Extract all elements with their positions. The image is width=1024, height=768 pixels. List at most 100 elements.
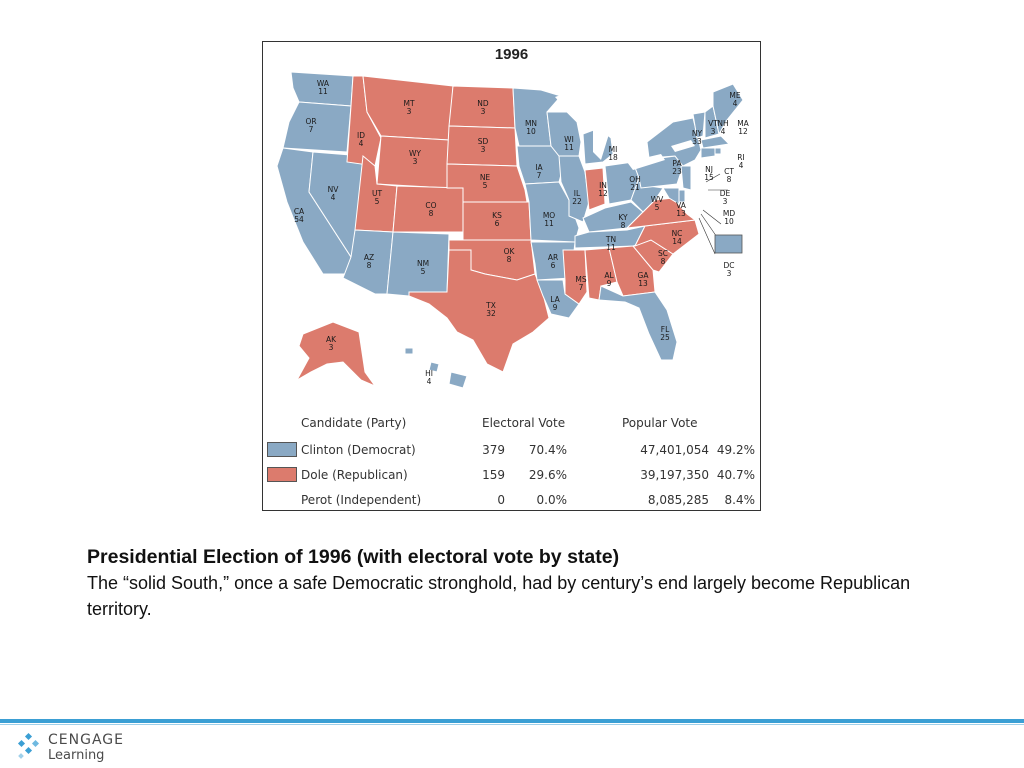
legend-ev: 0 (497, 493, 505, 507)
legend-candidate: Perot (Independent) (301, 493, 422, 507)
state-label-ok: OK (504, 247, 516, 256)
state-ev-mi: 18 (608, 153, 618, 162)
state-label-ne: NE (480, 173, 491, 182)
state-ev-sc: 8 (661, 257, 666, 266)
east-coast-callouts (698, 173, 728, 255)
legend-candidate: Dole (Republican) (301, 468, 408, 482)
state-ev-nc: 14 (672, 237, 682, 246)
state-label-ak: AK (326, 335, 337, 344)
state-ct (700, 147, 716, 159)
map-title: 1996 (494, 46, 529, 63)
state-ev-ct: 8 (727, 175, 732, 184)
state-ev-mn: 10 (526, 127, 536, 136)
legend-header-popular: Popular Vote (622, 416, 698, 430)
state-label-nj: NJ (705, 165, 713, 174)
legend-ev-pct: 0.0% (536, 493, 568, 507)
state-ev-vt: 3 (711, 127, 716, 136)
state-label-mo: MO (543, 211, 555, 220)
state-label-ga: GA (638, 271, 650, 280)
state-label-ca: CA (294, 207, 305, 216)
state-ev-nm: 5 (421, 267, 426, 276)
state-ev-ia: 7 (537, 171, 542, 180)
state-label-sd: SD (478, 137, 489, 146)
state-ev-wi: 11 (564, 143, 574, 152)
legend-row-dole: Dole (Republican) 159 29.6% 39,197,350 4… (263, 464, 760, 486)
state-label-nm: NM (417, 259, 429, 268)
legend-pop: 47,401,054 (640, 443, 709, 457)
state-label-tn: TN (605, 235, 616, 244)
state-label-tx: TX (485, 301, 496, 310)
state-ev-tx: 32 (486, 309, 496, 318)
legend-pop: 39,197,350 (640, 468, 709, 482)
state-wi (546, 111, 582, 157)
state-ev-dc: 3 (727, 269, 732, 278)
state-label-ny: NY (692, 129, 703, 138)
state-ev-la: 9 (553, 303, 558, 312)
state-label-me: ME (729, 91, 740, 100)
state-label-vt: VT (708, 119, 718, 128)
state-ev-ne: 5 (483, 181, 488, 190)
legend-ev-pct: 70.4% (528, 443, 567, 457)
state-ev-nh: 4 (721, 127, 726, 136)
legend-pop-pct: 49.2% (716, 443, 755, 457)
legend-ev: 379 (482, 443, 505, 457)
state-nj (680, 165, 692, 191)
state-ev-ny: 33 (692, 137, 702, 146)
state-label-de: DE (720, 189, 731, 198)
legend-header-electoral: Electoral Vote (482, 416, 566, 430)
state-hi (404, 347, 468, 389)
state-label-ar: AR (548, 253, 558, 262)
state-ev-wy: 3 (413, 157, 418, 166)
state-ev-ut: 5 (375, 197, 380, 206)
state-ev-de: 3 (723, 197, 728, 206)
legend-row-clinton: Clinton (Democrat) 379 70.4% 47,401,054 … (263, 439, 760, 461)
state-ri (714, 147, 722, 155)
state-ev-wa: 11 (318, 87, 328, 96)
caption-body: The “solid South,” once a safe Democrati… (87, 573, 911, 619)
state-label-ut: UT (372, 189, 382, 198)
state-in (584, 167, 606, 211)
slide-caption: Presidential Election of 1996 (with elec… (87, 544, 947, 622)
election-map-figure: 1996 WA 11 OR 7 CA 54 NV 4 ID 4 MT 3 WY 3 UT 5 AZ 8 CO 8 NM 5… (262, 41, 761, 511)
legend-header-candidate: Candidate (Party) (301, 416, 407, 430)
state-ev-ky: 8 (621, 221, 626, 230)
state-label-ky: KY (618, 213, 628, 222)
state-me (712, 83, 744, 136)
caption-title: Presidential Election of 1996 (with elec… (87, 546, 620, 568)
state-ev-wv: 5 (655, 203, 660, 212)
logo-text-cengage: CENGAGE (48, 732, 124, 748)
state-ev-co: 8 (429, 209, 434, 218)
state-label-la: LA (550, 295, 560, 304)
state-label-al: AL (604, 271, 614, 280)
state-label-md: MD (723, 209, 735, 218)
great-lakes (555, 90, 695, 170)
state-label-nc: NC (672, 229, 683, 238)
state-ev-va: 13 (676, 209, 686, 218)
state-label-in: IN (599, 181, 607, 190)
state-ev-me: 4 (733, 99, 738, 108)
state-fl (598, 285, 678, 361)
state-ev-il: 22 (572, 197, 582, 206)
state-label-id: ID (357, 131, 365, 140)
state-label-nd: ND (477, 99, 489, 108)
state-label-wa: WA (317, 79, 330, 88)
state-tx (408, 249, 550, 373)
state-ev-in: 12 (598, 189, 608, 198)
state-ev-ak: 3 (329, 343, 334, 352)
legend-row-perot: Perot (Independent) 0 0.0% 8,085,285 8.4… (263, 489, 760, 511)
state-label-wi: WI (564, 135, 574, 144)
cengage-logo: CENGAGE Learning (16, 730, 136, 764)
footer-rule-thin (0, 724, 1024, 725)
state-ev-fl: 25 (660, 333, 670, 342)
state-il (558, 155, 590, 223)
state-la (536, 279, 580, 319)
legend-candidate: Clinton (Democrat) (301, 443, 416, 457)
legend-swatch-democrat (267, 442, 297, 457)
state-label-mn: MN (525, 119, 537, 128)
state-ev-ga: 13 (638, 279, 648, 288)
state-label-wv: WV (651, 195, 664, 204)
state-ev-ma: 12 (738, 127, 748, 136)
state-ev-az: 8 (367, 261, 372, 270)
state-ev-ri: 4 (739, 161, 744, 170)
state-label-oh: OH (629, 175, 641, 184)
